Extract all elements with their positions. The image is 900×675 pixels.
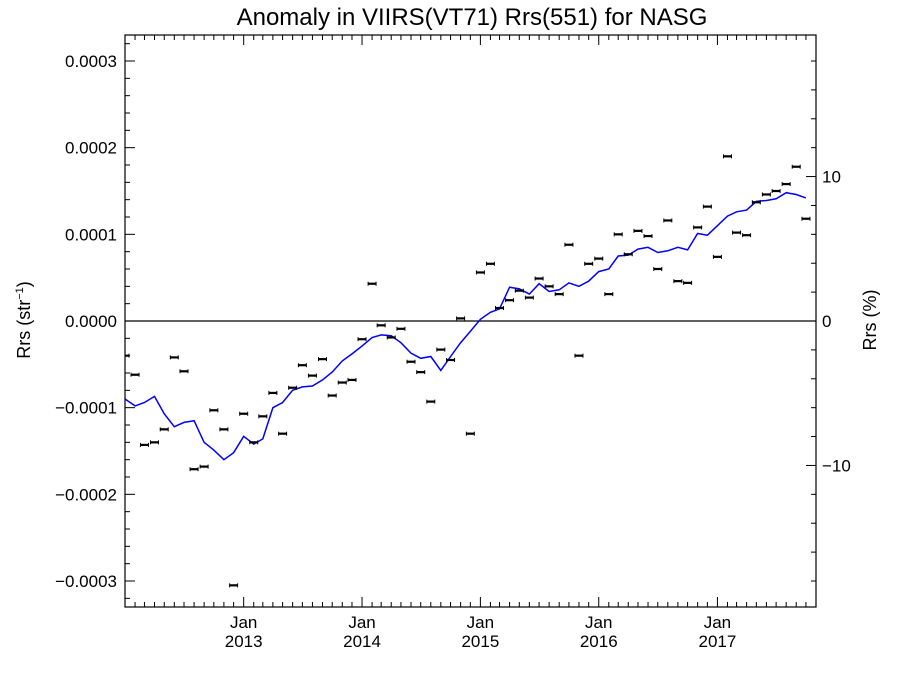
data-point [742,233,752,238]
data-point [159,427,169,432]
data-point [613,232,623,237]
data-point [732,230,742,235]
data-point [495,306,505,310]
data-point [465,431,475,436]
data-point [673,279,683,284]
x-tick-month-label: Jan [467,613,494,632]
data-point [219,427,229,432]
data-point [317,357,327,362]
data-point [722,154,732,159]
data-point [633,228,643,233]
data-point [376,323,386,328]
data-point [771,189,781,193]
data-point [801,216,811,221]
data-point [653,267,663,271]
data-point [278,431,288,436]
data-point [199,464,209,469]
data-point [396,326,406,331]
data-point [475,270,485,275]
data-point [446,358,456,362]
x-tick-month-label: Jan [230,613,257,632]
y-tick-label: −0.0002 [55,485,117,504]
x-tick-month-label: Jan [348,613,375,632]
data-point [297,363,307,368]
x-tick-year-label: 2015 [461,632,499,651]
data-point [169,355,179,360]
data-point [544,284,554,289]
x-tick-year-label: 2013 [225,632,263,651]
data-point [239,411,249,416]
chart-title: Anomaly in VIIRS(VT71) Rrs(551) for NASG [237,4,708,31]
data-point [751,200,761,205]
data-point [307,373,317,378]
data-point [485,261,495,266]
x-tick-month-label: Jan [585,613,612,632]
data-point [683,280,693,285]
y-tick-label: 0.0000 [65,312,117,331]
data-point [574,353,584,358]
data-point [426,399,436,404]
smoothed-anomaly-line [125,191,807,461]
data-point [781,182,791,187]
y2-tick-label: −10 [822,456,851,475]
data-point [406,359,416,364]
data-point [791,164,801,169]
data-point [229,583,239,588]
data-point [367,281,377,286]
data-point [564,242,574,247]
data-point [130,372,140,377]
data-point [327,393,337,398]
data-point [179,369,189,374]
x-tick-year-label: 2014 [343,632,381,651]
data-point [268,390,278,395]
data-point [337,380,347,385]
data-point [712,254,722,259]
data-point [249,440,259,445]
data-point [288,385,298,390]
data-point [693,225,703,230]
y-tick-label: 0.0002 [65,139,117,158]
y-tick-label: 0.0003 [65,52,117,71]
data-point [347,377,357,382]
y-axis-left: 0.0003 0.0002 0.0001 0.0000 −0.0001 −0.0002 −0… [55,43,135,599]
data-point [357,337,367,342]
y-tick-label: −0.0001 [55,399,117,418]
data-point [643,234,653,239]
data-point [436,347,446,352]
y-tick-label: 0.0001 [65,225,117,244]
data-point [209,408,219,413]
data-point [505,298,515,303]
data-point [663,218,673,223]
y-tick-label: −0.0003 [55,572,117,591]
y2-tick-label: 0 [822,312,831,331]
x-tick-month-label: Jan [704,613,731,632]
y-axis-label-left: Rrs (str−1) [14,281,34,359]
x-tick-year-label: 2016 [580,632,618,651]
smoothed-anomaly-series [125,191,807,461]
data-point [416,370,426,375]
data-point [189,467,199,472]
data-point [514,288,524,293]
data-point [554,292,564,297]
data-point [386,335,396,340]
data-point [139,442,149,447]
data-point [258,414,268,419]
data-point [761,192,771,197]
data-point [456,316,466,321]
y2-tick-label: 10 [822,168,841,187]
data-point [594,256,604,261]
data-point [604,292,614,297]
y-axis-label-right: Rrs (%) [860,290,880,351]
data-point [584,261,594,266]
data-point [150,440,160,445]
monthly-anomaly-series [125,154,811,588]
data-point [534,276,544,281]
x-tick-year-label: 2017 [699,632,737,651]
data-point [702,204,712,209]
data-point [623,252,633,257]
data-point [524,295,534,300]
y-axis-right: 10 0 −10 [806,60,851,582]
